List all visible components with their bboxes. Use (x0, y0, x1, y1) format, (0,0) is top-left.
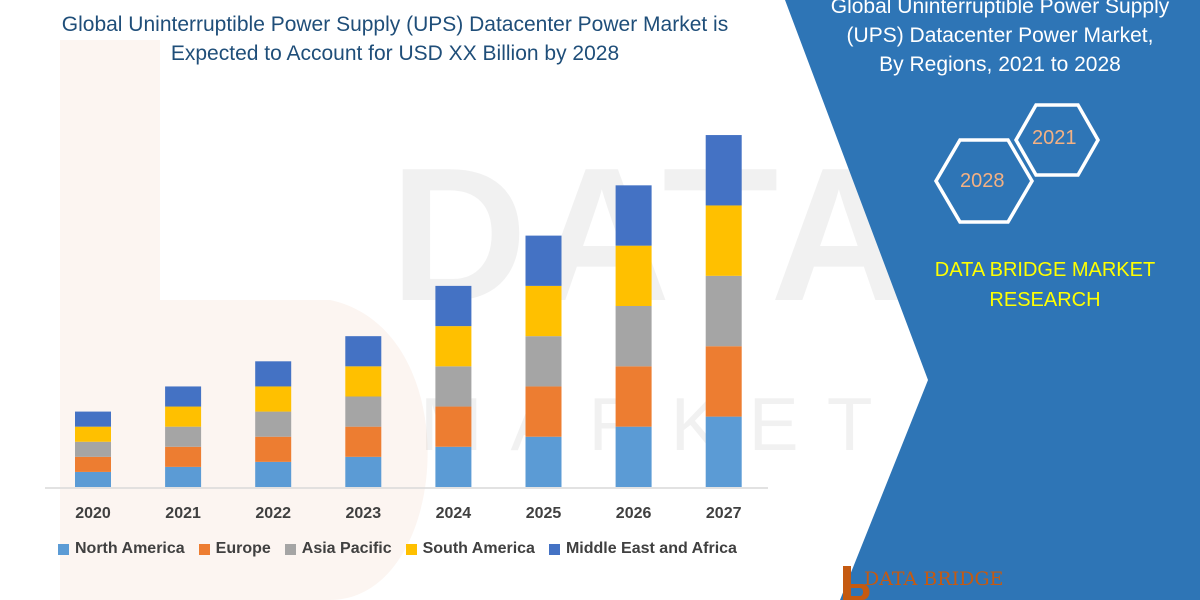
legend-label: Middle East and Africa (565, 540, 737, 557)
legend-swatch (405, 543, 417, 555)
brand-text: DATA BRIDGE MARKET RESEARCH (900, 255, 1190, 315)
legend-item: Asia Pacific (284, 540, 392, 558)
bar-2024-series-1 (435, 406, 472, 447)
x-tick-label: 2027 (706, 505, 742, 522)
hexagon-2021-label: 2021 (1032, 127, 1077, 149)
bar-2027-series-4 (705, 135, 742, 206)
bar-2020-series-2 (75, 441, 111, 457)
chart-title-line2: Expected to Account for USD XX Billion b… (170, 42, 620, 65)
legend-item: North America (58, 540, 185, 558)
chart-title-line1: Global Uninterruptible Power Supply (UPS… (61, 13, 729, 36)
brand-text-line2: RESEARCH (989, 289, 1101, 311)
legend-swatch (284, 543, 296, 555)
bar-2026-series-0 (615, 426, 652, 487)
bar-2025-series-1 (525, 386, 562, 437)
bar-2022-series-1 (255, 436, 292, 462)
bar-2021-series-3 (165, 406, 202, 427)
bar-2020-series-3 (75, 426, 111, 442)
side-panel-title-line2: (UPS) Datacenter Power Market, (846, 24, 1154, 47)
x-tick-label: 2024 (436, 505, 472, 522)
bar-2023-series-3 (345, 366, 382, 397)
chart-legend: North America Europe Asia Pacific South Ame… (58, 540, 737, 558)
x-tick-label: 2023 (346, 505, 382, 522)
bar-2022-series-4 (255, 361, 292, 387)
bar-2023-series-1 (345, 426, 382, 457)
bar-2027-series-0 (705, 416, 742, 487)
x-tick-label: 2022 (255, 505, 291, 522)
bar-2026-series-1 (615, 366, 652, 427)
bar-2025-series-3 (525, 285, 562, 337)
bar-2024-series-3 (435, 326, 472, 367)
bar-2021-series-2 (165, 426, 202, 447)
bar-group (75, 135, 742, 487)
bar-2027-series-3 (705, 205, 742, 276)
bar-2025-series-2 (525, 336, 562, 387)
bar-2025-series-0 (525, 436, 562, 487)
legend-item: Europe (198, 540, 271, 558)
legend-label: Asia Pacific (301, 540, 392, 557)
bar-2023-series-4 (345, 336, 382, 367)
legend-label: Europe (215, 540, 271, 557)
legend-swatch (548, 543, 560, 555)
bar-2026-series-3 (615, 245, 652, 306)
brand-text-line1: DATA BRIDGE MARKET (934, 259, 1156, 281)
legend-label: North America (75, 540, 185, 557)
chart-title: Global Uninterruptible Power Supply (UPS… (10, 10, 780, 68)
bar-2023-series-2 (345, 396, 382, 427)
bar-2020-series-1 (75, 456, 111, 472)
side-panel-title-line1: Global Uninterruptible Power Supply (830, 0, 1170, 18)
legend-swatch (58, 543, 69, 555)
side-panel-title: Global Uninterruptible Power Supply (UPS… (800, 0, 1200, 79)
bar-2026-series-2 (615, 306, 652, 367)
legend-item: Middle East and Africa (548, 540, 737, 558)
bar-2020-series-4 (75, 411, 111, 427)
bar-2023-series-0 (345, 456, 382, 487)
bar-2027-series-2 (705, 275, 742, 347)
bar-2026-series-4 (615, 185, 652, 246)
x-tick-group: 2020 2021 2022 2023 2024 2025 2026 2027 (75, 505, 741, 522)
bar-2021-series-4 (165, 386, 202, 407)
bar-2021-series-0 (165, 466, 202, 487)
x-tick-label: 2021 (165, 505, 201, 522)
bar-2022-series-3 (255, 386, 292, 412)
bar-2024-series-4 (435, 285, 472, 327)
bar-2025-series-4 (525, 235, 562, 286)
bar-2027-series-1 (705, 346, 742, 417)
hexagon-2028-label: 2028 (960, 170, 1005, 192)
legend-item: South America (405, 540, 535, 558)
bar-2024-series-2 (435, 366, 472, 407)
side-panel-title-line3: By Regions, 2021 to 2028 (879, 53, 1121, 76)
x-tick-label: 2026 (616, 505, 652, 522)
footer-logo-text: DATA BRIDGE (864, 568, 1004, 590)
legend-label: South America (422, 540, 535, 557)
x-tick-label: 2020 (75, 505, 111, 522)
x-tick-label: 2025 (526, 505, 562, 522)
legend-swatch (198, 543, 210, 555)
bar-2022-series-2 (255, 411, 292, 437)
bar-2020-series-0 (75, 471, 111, 487)
bar-2024-series-0 (435, 446, 472, 487)
chart-area: 2020 2021 2022 2023 2024 2025 2026 2027 (45, 135, 768, 522)
bar-2022-series-0 (255, 461, 292, 487)
bar-2021-series-1 (165, 446, 202, 467)
